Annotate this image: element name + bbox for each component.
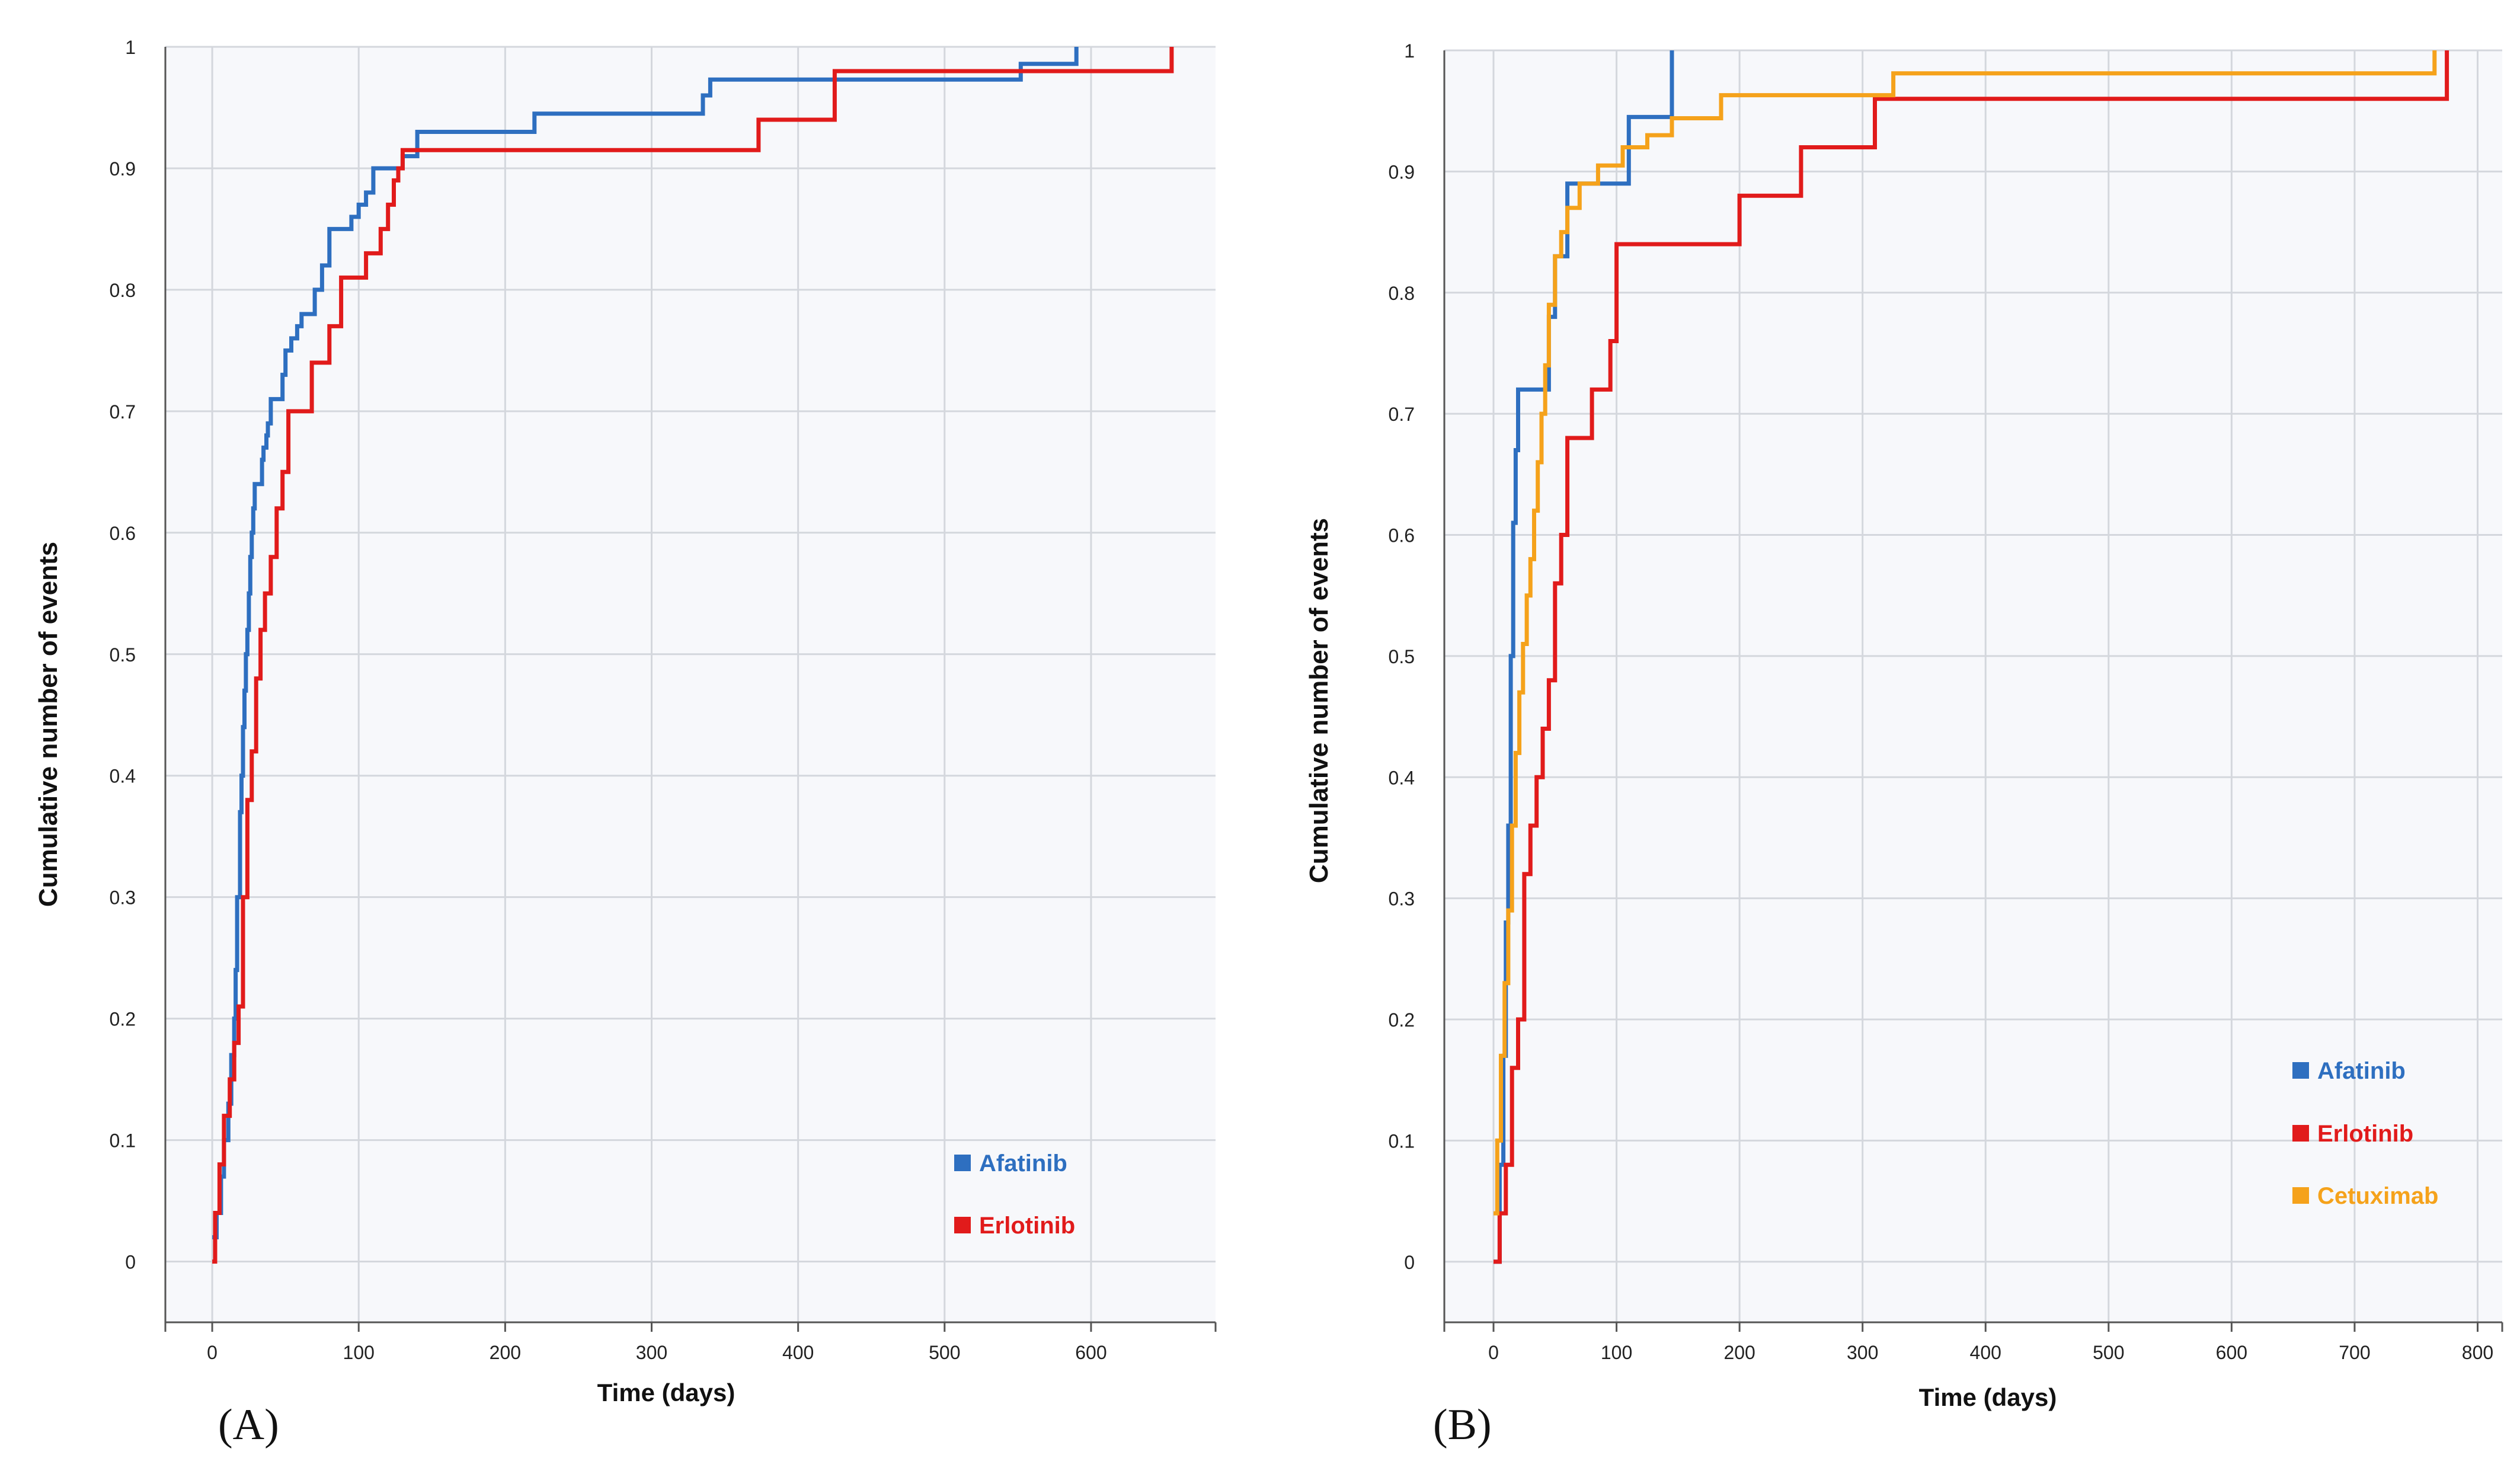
x-tick-label-a: 600: [1075, 1342, 1107, 1363]
x-tick-label-b: 300: [1847, 1342, 1878, 1363]
y-tick-label-b: 0.7: [1389, 404, 1415, 425]
legend-label-cetuximab-b: Cetuximab: [2317, 1183, 2439, 1209]
x-axis-label-b: Time (days): [1919, 1383, 2057, 1411]
y-tick-label-a: 0.5: [110, 644, 136, 666]
legend-label-erlotinib-a: Erlotinib: [979, 1213, 1075, 1239]
y-tick-label-a: 0.1: [110, 1130, 136, 1152]
y-tick-label-a: 1: [125, 37, 136, 58]
x-tick-label-b: 200: [1723, 1342, 1755, 1363]
y-tick-label-b: 0.2: [1389, 1009, 1415, 1031]
series-lines-a: [212, 47, 1174, 1264]
legend-label-erlotinib-b: Erlotinib: [2317, 1121, 2413, 1147]
series-lines-b: [1494, 50, 2449, 1264]
y-tick-label-a: 0.2: [110, 1009, 136, 1030]
y-tick-label-a: 0.6: [110, 523, 136, 544]
y-tick-label-b: 1: [1404, 40, 1415, 62]
series-line-afatinib-a: [212, 47, 1079, 1239]
y-axis-label-b: Cumulative number of events: [1304, 518, 1333, 883]
y-tick-label-b: 0.3: [1389, 888, 1415, 910]
y-tick-label-b: 0.4: [1389, 767, 1415, 788]
legend-swatch-afatinib-a: [954, 1155, 971, 1171]
y-tick-label-b: 0: [1404, 1252, 1415, 1273]
y-tick-label-a: 0: [125, 1252, 136, 1273]
x-tick-label-a: 0: [207, 1342, 218, 1363]
plot-area-b: [1444, 50, 2502, 1322]
legend-swatch-cetuximab-b: [2292, 1187, 2309, 1204]
x-tick-label-b: 500: [2093, 1342, 2124, 1363]
x-tick-label-b: 400: [1970, 1342, 2001, 1363]
tick-labels-b: 0 0.1 0.2 0.3 0.4 0.5 0.6 0.7 0.8 0.9 1 0 100 200 300 4…: [1389, 40, 2494, 1363]
y-axis-label-a: Cumulative number of events: [34, 542, 63, 907]
y-tick-label-b: 0.1: [1389, 1130, 1415, 1152]
x-tick-label-b: 600: [2216, 1342, 2247, 1363]
x-axis-label-a: Time (days): [597, 1379, 735, 1406]
x-tick-label-b: 0: [1488, 1342, 1499, 1363]
plot-area-a: [165, 47, 1216, 1322]
y-tick-label-a: 0.4: [110, 766, 136, 787]
x-tick-label-b: 800: [2462, 1342, 2493, 1363]
x-tick-label-b: 700: [2339, 1342, 2370, 1363]
series-line-erlotinib-a: [212, 47, 1174, 1264]
x-tick-label-a: 200: [490, 1342, 521, 1363]
x-tick-label-a: 400: [782, 1342, 814, 1363]
y-tick-label-a: 0.9: [110, 158, 136, 180]
x-tick-label-a: 500: [929, 1342, 960, 1363]
chart-panel-a: 0 0.1 0.2 0.3 0.4 0.5 0.6 0.7 0.8 0.9 1 0 100 200 300 4…: [34, 37, 1217, 1449]
y-tick-label-b: 0.8: [1389, 283, 1415, 304]
legend-a: Afatinib Erlotinib: [954, 1150, 1075, 1239]
chart-panel-b: 0 0.1 0.2 0.3 0.4 0.5 0.6 0.7 0.8 0.9 1 0 100 200 300 4…: [1304, 40, 2503, 1449]
gridlines-b: [1444, 49, 2502, 1322]
x-tick-label-a: 100: [343, 1342, 375, 1363]
y-tick-label-b: 0.5: [1389, 646, 1415, 667]
legend-b: Afatinib Erlotinib Cetuximab: [2292, 1058, 2439, 1209]
x-tick-label-a: 300: [636, 1342, 667, 1363]
x-tick-label-b: 100: [1601, 1342, 1632, 1363]
legend-label-afatinib-b: Afatinib: [2317, 1058, 2406, 1084]
y-tick-label-b: 0.9: [1389, 161, 1415, 183]
y-tick-label-a: 0.7: [110, 401, 136, 423]
y-tick-label-a: 0.8: [110, 280, 136, 301]
legend-label-afatinib-a: Afatinib: [979, 1150, 1067, 1177]
legend-swatch-erlotinib-b: [2292, 1125, 2309, 1142]
gridlines-a: [165, 46, 1216, 1322]
panel-label-b: (B): [1433, 1401, 1492, 1449]
series-line-erlotinib-b: [1494, 50, 2449, 1264]
panel-label-a: (A): [218, 1401, 279, 1449]
axes-a: [164, 47, 1217, 1332]
legend-swatch-erlotinib-a: [954, 1217, 971, 1233]
y-tick-label-b: 0.6: [1389, 525, 1415, 546]
legend-swatch-afatinib-b: [2292, 1062, 2309, 1079]
y-tick-label-a: 0.3: [110, 887, 136, 909]
tick-labels-a: 0 0.1 0.2 0.3 0.4 0.5 0.6 0.7 0.8 0.9 1 0 100 200 300 4…: [110, 37, 1107, 1363]
axes-b: [1443, 50, 2503, 1332]
series-line-cetuximab-b: [1494, 50, 2437, 1216]
